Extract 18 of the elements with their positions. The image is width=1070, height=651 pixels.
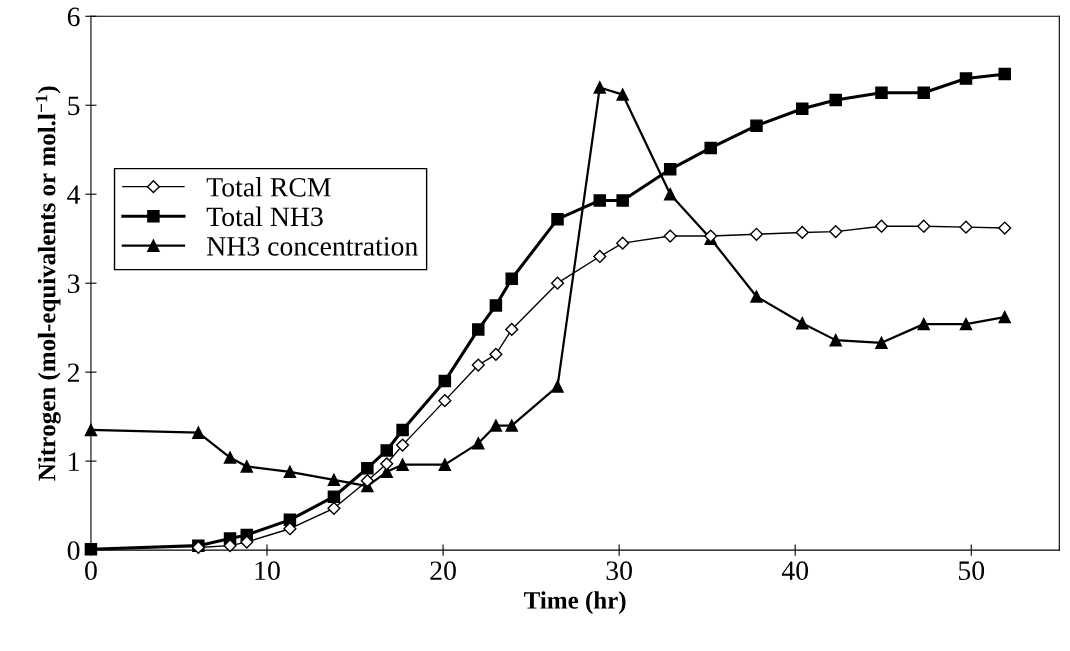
y-tick-label: 1 xyxy=(69,452,79,471)
legend-label: NH3 concentration xyxy=(206,237,418,256)
y-axis-title: Nitrogen (mol-equivalents or mol.l$^{−1}$) xyxy=(35,86,61,481)
x-tick-label: 40 xyxy=(781,561,809,581)
x-tick-label: 0 xyxy=(85,561,97,581)
y-tick-label: 2 xyxy=(67,363,79,382)
y-tick-label: 3 xyxy=(67,274,80,294)
x-tick-label: 30 xyxy=(606,561,632,581)
y-tick-label: 0 xyxy=(67,541,80,561)
y-tick-label: 4 xyxy=(67,185,81,204)
x-tick-label: 50 xyxy=(958,561,985,581)
y-tick-label: 5 xyxy=(68,96,80,116)
x-axis-title: Time (hr) xyxy=(524,591,626,614)
legend-label: Total RCM xyxy=(206,177,331,197)
y-tick-label: 6 xyxy=(67,7,80,27)
x-tick-label: 20 xyxy=(430,561,456,581)
x-tick-label: 10 xyxy=(255,561,280,581)
legend-label: Total NH3 xyxy=(206,206,323,227)
